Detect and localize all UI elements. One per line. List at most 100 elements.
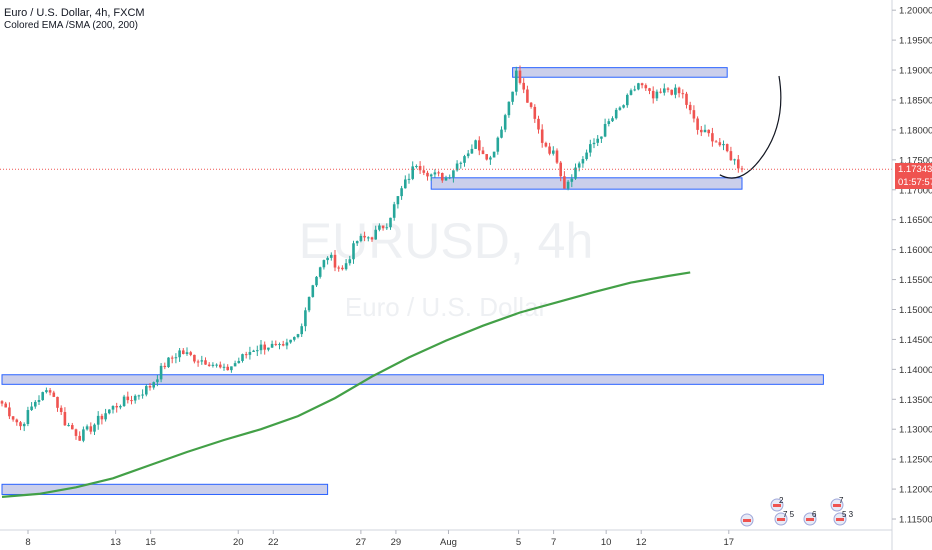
candle-body[interactable] xyxy=(718,142,722,146)
candle-body[interactable] xyxy=(688,104,692,111)
time-axis[interactable]: 8 13 15 20 22 27 29 Aug 5 7 10 12 17 xyxy=(0,529,892,548)
candle-body[interactable] xyxy=(381,225,385,229)
candle-body[interactable] xyxy=(544,142,548,147)
candle-body[interactable] xyxy=(256,350,259,352)
candle-body[interactable] xyxy=(104,413,107,420)
candle-body[interactable] xyxy=(674,87,677,95)
candle-body[interactable] xyxy=(222,366,226,368)
candle-body[interactable] xyxy=(433,172,437,175)
candle-body[interactable] xyxy=(285,342,289,346)
candle-body[interactable] xyxy=(296,334,300,338)
candle-body[interactable] xyxy=(374,229,377,240)
candle-body[interactable] xyxy=(415,166,418,168)
candle-body[interactable] xyxy=(733,159,736,161)
candle-body[interactable] xyxy=(108,409,111,414)
candle-body[interactable] xyxy=(474,140,477,149)
candle-body[interactable] xyxy=(78,435,81,441)
candle-body[interactable] xyxy=(215,364,218,366)
candle-body[interactable] xyxy=(48,390,52,393)
candle-body[interactable] xyxy=(581,159,585,164)
candle-body[interactable] xyxy=(115,406,118,408)
candle-body[interactable] xyxy=(637,83,640,90)
candle-body[interactable] xyxy=(400,188,403,197)
candle-body[interactable] xyxy=(522,82,525,90)
candle-body[interactable] xyxy=(529,102,533,107)
candle-body[interactable] xyxy=(337,267,340,269)
candle-body[interactable] xyxy=(722,144,725,146)
candle-body[interactable] xyxy=(507,101,511,116)
candle-body[interactable] xyxy=(681,93,685,95)
candle-body[interactable] xyxy=(355,241,359,244)
candle-body[interactable] xyxy=(655,91,659,99)
candle-body[interactable] xyxy=(156,379,159,383)
candle-body[interactable] xyxy=(56,396,59,408)
candle-body[interactable] xyxy=(422,170,426,173)
candle-body[interactable] xyxy=(429,174,433,177)
candle-body[interactable] xyxy=(89,426,93,432)
candle-body[interactable] xyxy=(196,361,200,363)
candle-body[interactable] xyxy=(629,90,633,95)
zone-0[interactable] xyxy=(512,67,728,78)
candle-body[interactable] xyxy=(330,254,333,258)
candle-body[interactable] xyxy=(396,196,400,205)
candle-body[interactable] xyxy=(41,392,44,401)
candle-body[interactable] xyxy=(126,396,130,401)
candle-body[interactable] xyxy=(485,154,488,160)
zone-1[interactable] xyxy=(430,177,743,190)
candle-body[interactable] xyxy=(178,350,181,358)
candle-body[interactable] xyxy=(137,395,141,397)
candle-body[interactable] xyxy=(463,156,466,163)
candle-body[interactable] xyxy=(37,400,41,402)
candle-body[interactable] xyxy=(418,166,422,171)
candle-body[interactable] xyxy=(663,88,666,93)
candle-body[interactable] xyxy=(85,426,89,430)
candle-body[interactable] xyxy=(677,87,681,94)
candle-body[interactable] xyxy=(167,357,170,368)
candle-body[interactable] xyxy=(696,118,699,130)
candle-body[interactable] xyxy=(241,354,244,361)
candle-body[interactable] xyxy=(244,354,248,356)
candle-body[interactable] xyxy=(626,94,629,106)
candle-body[interactable] xyxy=(233,363,237,367)
candle-body[interactable] xyxy=(711,133,714,142)
candle-body[interactable] xyxy=(603,123,607,137)
candle-body[interactable] xyxy=(589,144,592,153)
candle-body[interactable] xyxy=(725,144,729,152)
candle-body[interactable] xyxy=(703,129,707,133)
candle-body[interactable] xyxy=(407,178,411,180)
candle-body[interactable] xyxy=(496,137,500,152)
candle-body[interactable] xyxy=(111,406,115,410)
candle-body[interactable] xyxy=(448,177,451,179)
candle-body[interactable] xyxy=(526,89,529,103)
candle-body[interactable] xyxy=(145,386,148,395)
candle-body[interactable] xyxy=(52,392,56,397)
candle-body[interactable] xyxy=(700,129,703,133)
candle-body[interactable] xyxy=(237,360,241,364)
candle-body[interactable] xyxy=(611,118,614,122)
candle-body[interactable] xyxy=(392,204,396,218)
zone-3[interactable] xyxy=(1,483,329,495)
candle-body[interactable] xyxy=(207,364,211,366)
candle-body[interactable] xyxy=(707,129,710,134)
indicator-label[interactable]: Colored EMA /SMA (200, 200) xyxy=(4,20,138,31)
candle-body[interactable] xyxy=(352,243,355,260)
candle-body[interactable] xyxy=(552,150,555,154)
candle-body[interactable] xyxy=(100,415,104,420)
candle-body[interactable] xyxy=(67,425,70,427)
candle-body[interactable] xyxy=(341,267,344,270)
candle-body[interactable] xyxy=(481,150,485,155)
price-axis[interactable]: 1.20000 1.19500 1.19000 1.18500 1.18000 1.175… xyxy=(891,0,932,550)
candle-body[interactable] xyxy=(618,107,622,110)
candle-body[interactable] xyxy=(555,150,559,163)
candle-body[interactable] xyxy=(326,257,329,261)
candle-body[interactable] xyxy=(148,386,152,388)
candle-body[interactable] xyxy=(600,136,603,139)
candle-body[interactable] xyxy=(737,159,740,169)
candle-body[interactable] xyxy=(537,118,540,130)
candle-body[interactable] xyxy=(515,70,518,92)
candle-body[interactable] xyxy=(230,366,233,371)
candle-body[interactable] xyxy=(200,360,204,362)
candle-body[interactable] xyxy=(607,121,611,124)
candle-body[interactable] xyxy=(378,225,381,230)
candle-body[interactable] xyxy=(96,415,100,425)
